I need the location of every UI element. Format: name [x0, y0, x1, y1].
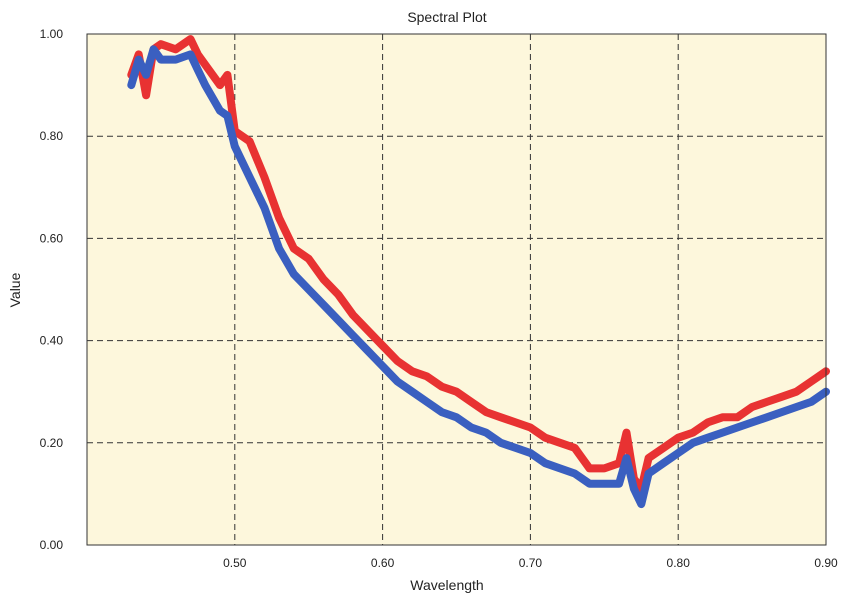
x-tick-label: 0.70 — [519, 556, 543, 570]
plot-frame — [86, 33, 827, 546]
y-axis-title: Value — [7, 272, 23, 307]
y-axis-ticks: 0.00 0.20 0.40 0.60 0.80 1.00 — [40, 27, 64, 552]
x-tick-label: 0.50 — [223, 556, 247, 570]
x-axis-ticks: 0.50 0.60 0.70 0.80 0.90 — [223, 556, 838, 570]
plot-area — [87, 34, 826, 545]
y-tick-label: 0.80 — [40, 129, 64, 143]
x-tick-label: 0.60 — [371, 556, 395, 570]
x-tick-label: 0.80 — [667, 556, 691, 570]
chart-title: Spectral Plot — [407, 9, 486, 25]
series-line-1 — [127, 35, 830, 493]
y-tick-label: 0.40 — [40, 334, 64, 348]
series-lines — [127, 35, 830, 509]
y-tick-label: 0.60 — [40, 231, 64, 245]
y-tick-label: 0.20 — [40, 436, 64, 450]
y-tick-label: 0.00 — [40, 538, 64, 552]
x-axis-title: Wavelength — [410, 577, 483, 593]
y-tick-label: 1.00 — [40, 27, 64, 41]
x-tick-label: 0.90 — [814, 556, 838, 570]
series-line-2 — [127, 45, 830, 509]
